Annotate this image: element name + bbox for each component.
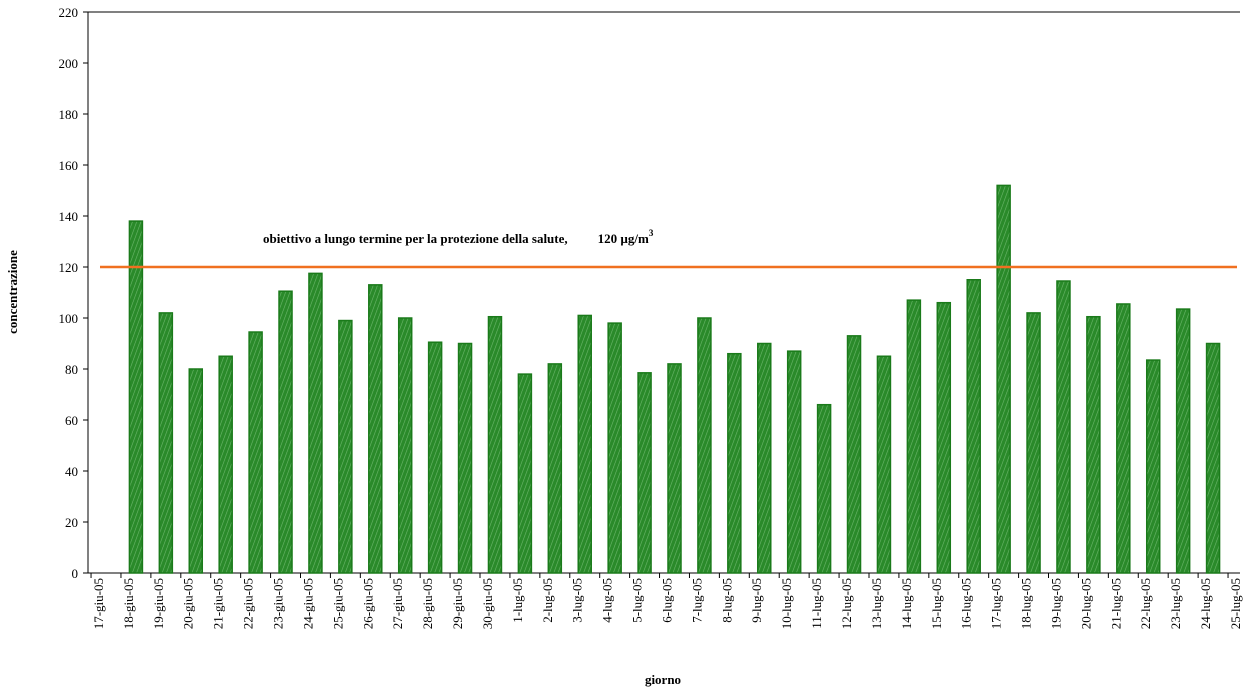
annotation-text: obiettivo a lungo termine per la protezi… bbox=[263, 231, 568, 246]
annotation-value: 120 µg/m bbox=[598, 231, 649, 246]
x-tick-label: 22-giu-05 bbox=[241, 578, 256, 629]
bar bbox=[1175, 308, 1191, 574]
bar bbox=[1086, 315, 1101, 574]
x-tick-label: 9-lug-05 bbox=[749, 578, 764, 623]
bar bbox=[427, 341, 443, 574]
x-tick-label: 21-giu-05 bbox=[211, 578, 226, 629]
bar bbox=[637, 372, 652, 574]
bar bbox=[936, 301, 952, 574]
bar bbox=[248, 331, 263, 574]
bar bbox=[1205, 342, 1221, 574]
bar bbox=[368, 284, 383, 574]
y-tick-label: 200 bbox=[59, 56, 79, 71]
x-tick-label: 27-giu-05 bbox=[390, 578, 405, 629]
x-tick-label: 30-giu-05 bbox=[480, 578, 495, 629]
x-tick-label: 24-giu-05 bbox=[300, 578, 315, 629]
x-tick-label: 29-giu-05 bbox=[450, 578, 465, 629]
x-tick-label: 12-lug-05 bbox=[839, 578, 854, 629]
x-tick-label: 10-lug-05 bbox=[779, 578, 794, 629]
y-tick-label: 40 bbox=[65, 464, 78, 479]
bar bbox=[607, 322, 622, 574]
bar bbox=[1026, 312, 1041, 574]
x-tick-label: 26-giu-05 bbox=[360, 578, 375, 629]
x-tick-label: 14-lug-05 bbox=[899, 578, 914, 629]
bar bbox=[517, 373, 533, 574]
x-tick-label: 15-lug-05 bbox=[929, 578, 944, 629]
x-tick-label: 21-lug-05 bbox=[1108, 578, 1123, 629]
x-tick-label: 22-lug-05 bbox=[1138, 578, 1153, 629]
y-tick-label: 20 bbox=[65, 515, 78, 530]
bar bbox=[188, 368, 204, 574]
bar bbox=[966, 279, 981, 574]
x-tick-label: 24-lug-05 bbox=[1198, 578, 1213, 629]
x-tick-label: 3-lug-05 bbox=[570, 578, 585, 623]
x-tick-label: 1-lug-05 bbox=[510, 578, 525, 623]
x-tick-label: 17-giu-05 bbox=[91, 578, 106, 629]
x-tick-label: 7-lug-05 bbox=[689, 578, 704, 623]
y-tick-label: 220 bbox=[59, 5, 79, 20]
bar bbox=[727, 352, 742, 574]
bar bbox=[457, 342, 473, 574]
y-tick-label: 160 bbox=[59, 158, 79, 173]
bar bbox=[1145, 359, 1161, 574]
bar bbox=[308, 272, 323, 574]
annotation-superscript: 3 bbox=[649, 228, 654, 238]
x-tick-label: 6-lug-05 bbox=[659, 578, 674, 623]
bar bbox=[487, 315, 503, 574]
bar bbox=[338, 319, 353, 574]
x-tick-label: 28-giu-05 bbox=[420, 578, 435, 629]
bar bbox=[697, 317, 712, 574]
x-tick-label: 25-lug-05 bbox=[1228, 578, 1243, 629]
y-tick-label: 100 bbox=[59, 311, 79, 326]
bar bbox=[667, 363, 682, 574]
x-tick-label: 19-lug-05 bbox=[1048, 578, 1063, 629]
x-tick-label: 18-lug-05 bbox=[1019, 578, 1034, 629]
bar bbox=[757, 342, 772, 574]
x-tick-label: 8-lug-05 bbox=[719, 578, 734, 623]
y-tick-label: 80 bbox=[65, 362, 78, 377]
x-tick-label: 13-lug-05 bbox=[869, 578, 884, 629]
x-tick-label: 20-lug-05 bbox=[1078, 578, 1093, 629]
bar bbox=[786, 350, 802, 574]
bar bbox=[816, 403, 832, 574]
bar bbox=[158, 312, 174, 574]
x-axis-label: giorno bbox=[645, 672, 681, 687]
bar bbox=[876, 355, 892, 574]
bar bbox=[996, 184, 1011, 574]
y-tick-label: 180 bbox=[59, 107, 79, 122]
bar bbox=[218, 355, 233, 574]
bar bbox=[1116, 303, 1131, 574]
x-tick-label: 16-lug-05 bbox=[959, 578, 974, 629]
x-tick-label: 4-lug-05 bbox=[600, 578, 615, 623]
y-tick-label: 140 bbox=[59, 209, 79, 224]
y-axis-label: concentrazione bbox=[5, 250, 20, 334]
bar bbox=[906, 299, 922, 574]
y-tick-label: 60 bbox=[65, 413, 78, 428]
x-tick-label: 25-giu-05 bbox=[330, 578, 345, 629]
bar bbox=[397, 317, 413, 574]
y-tick-label: 120 bbox=[59, 260, 79, 275]
x-tick-label: 23-giu-05 bbox=[271, 578, 286, 629]
x-tick-label: 17-lug-05 bbox=[989, 578, 1004, 629]
x-tick-label: 20-giu-05 bbox=[181, 578, 196, 629]
bar bbox=[577, 314, 592, 574]
bar bbox=[1056, 280, 1071, 574]
bar bbox=[846, 335, 862, 574]
x-tick-label: 5-lug-05 bbox=[630, 578, 645, 623]
x-tick-label: 23-lug-05 bbox=[1168, 578, 1183, 629]
y-tick-label: 0 bbox=[72, 566, 79, 581]
annotation: obiettivo a lungo termine per la protezi… bbox=[263, 228, 654, 246]
x-tick-label: 11-lug-05 bbox=[809, 578, 824, 629]
bar bbox=[278, 290, 293, 574]
x-tick-label: 19-giu-05 bbox=[151, 578, 166, 629]
x-tick-label: 2-lug-05 bbox=[540, 578, 555, 623]
x-tick-label: 18-giu-05 bbox=[121, 578, 136, 629]
bar bbox=[547, 363, 563, 574]
bar bbox=[128, 220, 144, 574]
